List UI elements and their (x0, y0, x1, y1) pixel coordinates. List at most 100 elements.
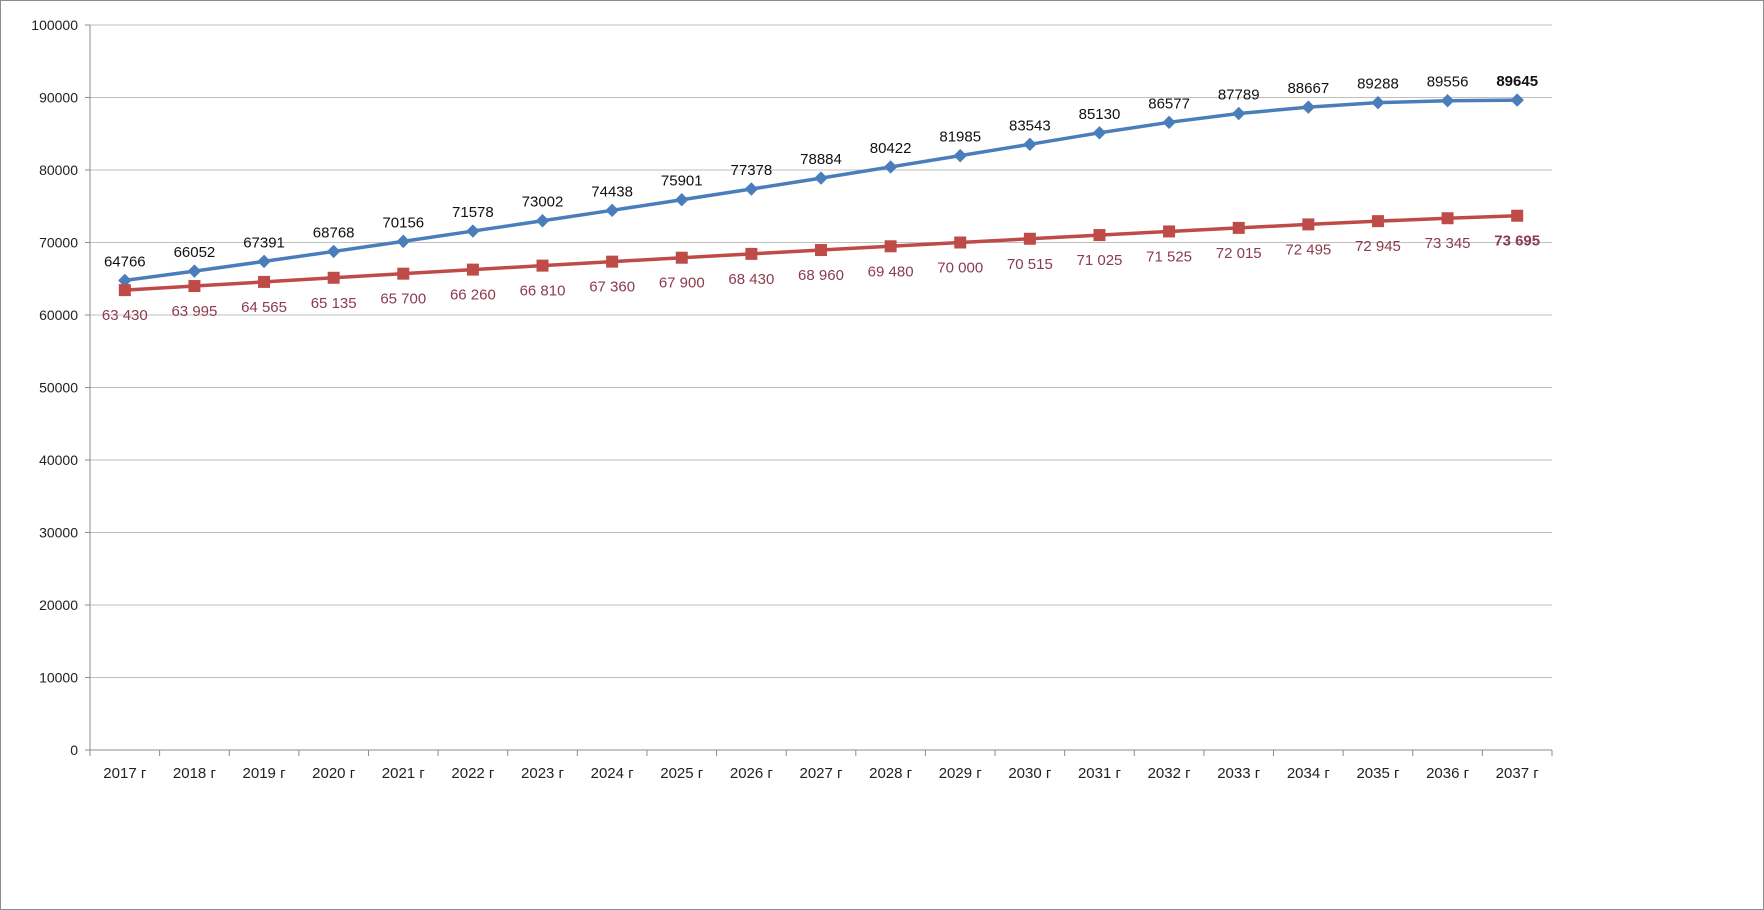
data-label: 86577 (1148, 95, 1190, 112)
x-tick-label: 2021 г (382, 765, 426, 782)
y-tick-label: 0 (70, 742, 78, 758)
data-label: 85130 (1079, 106, 1121, 123)
y-tick-label: 70000 (39, 235, 78, 251)
data-point-square (884, 240, 897, 253)
x-tick-label: 2028 г (869, 765, 913, 782)
data-point-diamond (953, 148, 967, 163)
x-tick-label: 2035 г (1356, 765, 1400, 782)
data-label: 68 960 (798, 267, 844, 284)
y-tick-label: 80000 (39, 162, 78, 178)
data-point-diamond (814, 171, 828, 185)
data-label: 64766 (104, 253, 146, 270)
data-point-square (675, 251, 688, 264)
data-label: 80422 (870, 140, 912, 157)
data-label: 70 515 (1007, 256, 1053, 273)
data-point-square (606, 255, 619, 268)
data-point-diamond (1232, 106, 1246, 121)
data-label: 72 945 (1355, 238, 1401, 255)
data-label: 73002 (522, 194, 564, 211)
data-label: 74438 (591, 183, 633, 200)
data-label: 75901 (661, 173, 703, 190)
data-label: 89645 (1496, 73, 1538, 90)
y-tick-label: 20000 (39, 597, 78, 613)
data-point-square (745, 247, 758, 260)
data-point-square (954, 236, 967, 249)
data-point-square (1302, 218, 1315, 231)
x-tick-label: 2037 г (1496, 765, 1540, 782)
x-tick-label: 2023 г (521, 765, 565, 782)
data-label: 69 480 (868, 263, 914, 280)
x-tick-label: 2018 г (173, 765, 217, 782)
data-point-square (466, 263, 479, 276)
data-label: 66 810 (520, 283, 566, 300)
data-label: 70 000 (937, 260, 983, 277)
data-label: 89288 (1357, 76, 1399, 93)
data-point-diamond (326, 244, 341, 259)
data-label: 68 430 (728, 271, 774, 288)
y-tick-label: 40000 (39, 452, 78, 468)
data-point-square (1093, 229, 1106, 242)
data-label: 71 025 (1077, 252, 1123, 269)
data-label: 65 700 (380, 291, 426, 308)
x-tick-label: 2032 г (1148, 765, 1192, 782)
data-label: 78884 (800, 151, 842, 168)
data-point-square (815, 244, 827, 257)
data-label: 77378 (731, 162, 773, 179)
x-tick-label: 2019 г (243, 765, 287, 782)
data-point-diamond (1371, 95, 1385, 110)
x-tick-label: 2029 г (939, 765, 983, 782)
data-label: 72 495 (1285, 241, 1331, 258)
data-label: 65 135 (311, 295, 357, 312)
data-point-diamond (535, 214, 550, 228)
series-layer (118, 93, 1524, 297)
data-label: 70156 (382, 214, 424, 231)
y-tick-label: 100000 (31, 17, 78, 33)
data-point-diamond (1023, 137, 1037, 152)
x-tick-label: 2034 г (1287, 765, 1331, 782)
data-point-square (1163, 225, 1176, 238)
data-label: 88667 (1287, 80, 1329, 97)
data-point-diamond (1510, 93, 1524, 107)
data-point-diamond (605, 203, 619, 218)
data-point-square (258, 275, 271, 288)
data-label: 66052 (174, 244, 216, 261)
data-label: 66 260 (450, 287, 496, 304)
data-point-square (327, 271, 340, 284)
axes: 0 10000 20000 30000 40000 50000 60000 70000 8000… (31, 17, 1553, 782)
data-point-square (188, 280, 201, 293)
data-label: 72 015 (1216, 245, 1262, 262)
data-label: 89556 (1427, 74, 1469, 91)
y-tick-label: 10000 (39, 670, 78, 686)
data-point-square (536, 259, 549, 272)
x-tick-label: 2027 г (799, 765, 843, 782)
data-label: 64 565 (241, 299, 287, 316)
data-label: 67391 (243, 234, 285, 251)
data-label: 71578 (452, 204, 494, 221)
data-label: 73 345 (1425, 235, 1471, 252)
data-point-square (397, 267, 410, 280)
x-tick-label: 2036 г (1426, 765, 1470, 782)
gridlines (90, 24, 1552, 678)
data-point-diamond (744, 182, 759, 196)
data-point-diamond (675, 193, 689, 207)
y-tick-label: 90000 (39, 90, 78, 106)
x-tick-label: 2020 г (312, 765, 356, 782)
data-point-diamond (883, 160, 898, 174)
data-point-diamond (187, 264, 202, 278)
data-point-diamond (1162, 115, 1176, 130)
data-label: 87789 (1218, 87, 1260, 104)
x-tick-label: 2022 г (451, 765, 495, 782)
data-point-square (1371, 215, 1384, 228)
data-label: 71 525 (1146, 248, 1192, 265)
data-labels: 64766 66052 67391 68768 70156 71578 73002 74438… (102, 73, 1540, 324)
data-label: 63 430 (102, 307, 148, 324)
x-tick-label: 2031 г (1078, 765, 1122, 782)
data-label: 81985 (939, 129, 981, 146)
data-label: 83543 (1009, 117, 1051, 134)
data-point-diamond (1440, 94, 1455, 108)
data-label: 63 995 (171, 303, 217, 320)
x-tick-label: 2017 г (103, 765, 147, 782)
data-point-square (1023, 232, 1036, 245)
